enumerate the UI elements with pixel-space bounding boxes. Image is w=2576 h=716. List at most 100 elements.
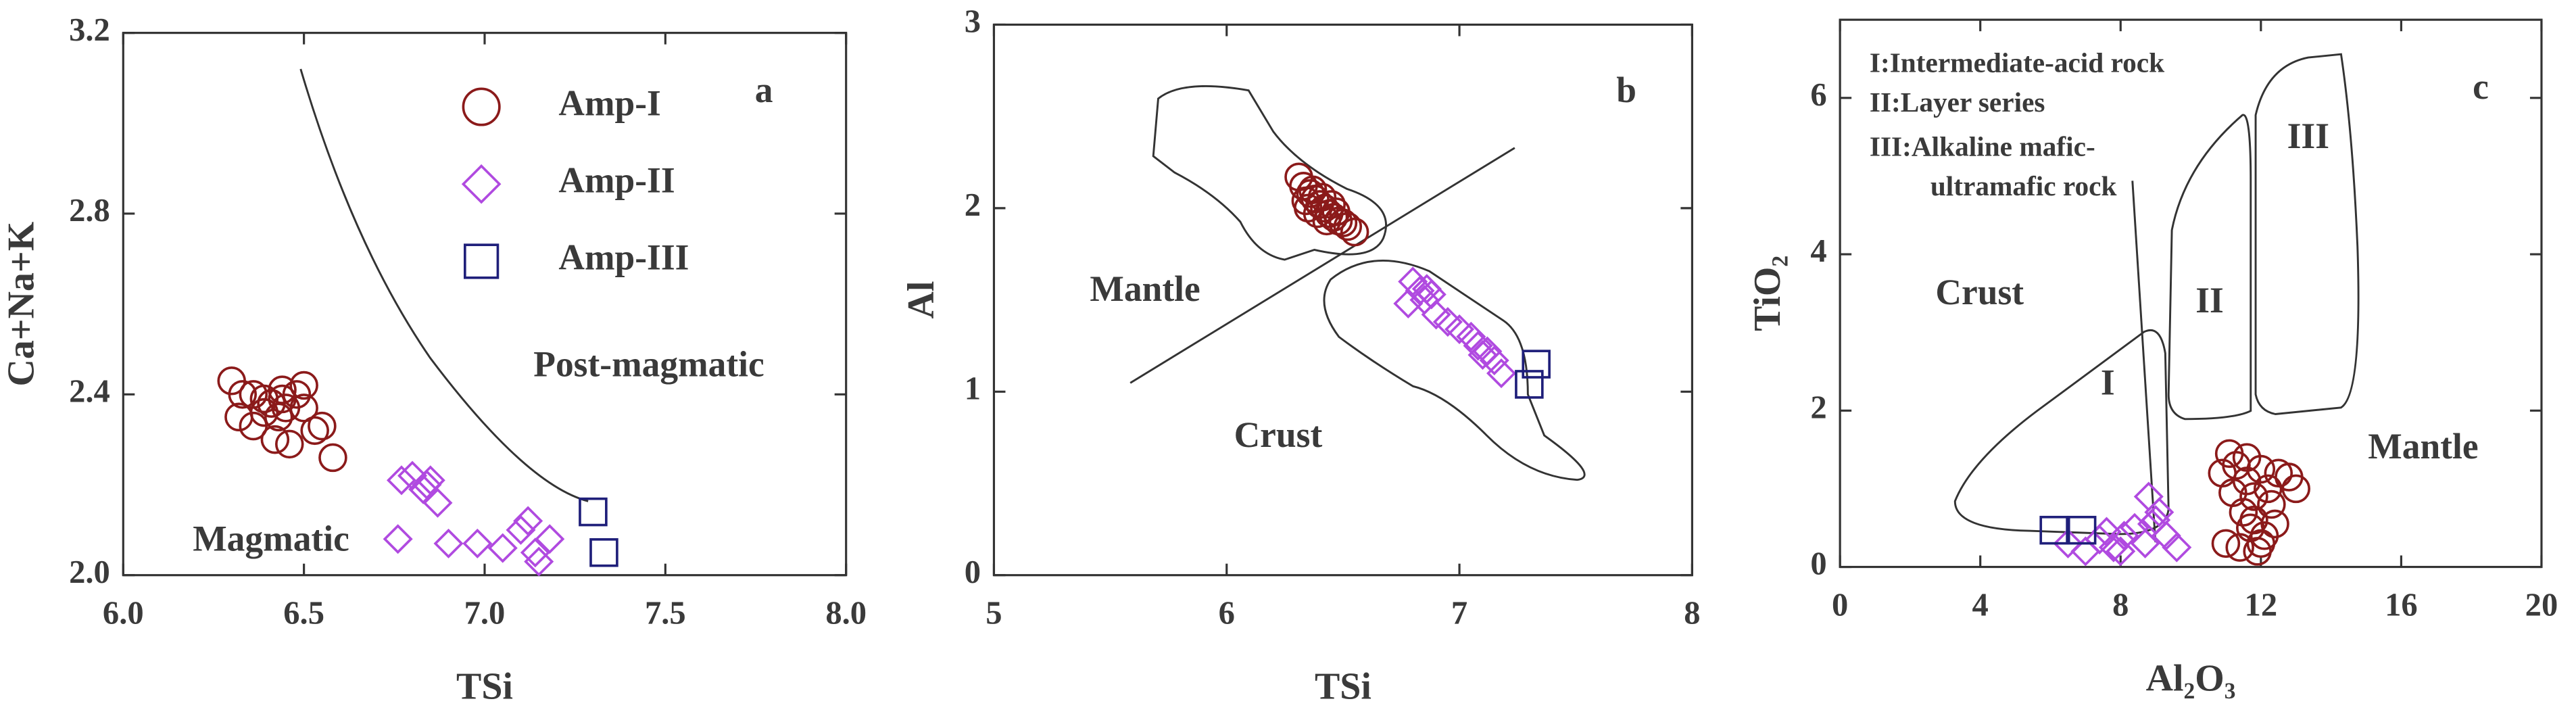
point bbox=[1312, 206, 1342, 236]
x-tick-label: 7 bbox=[1451, 595, 1467, 631]
point bbox=[513, 506, 543, 536]
x-tick-label: 8 bbox=[2112, 586, 2129, 623]
point bbox=[1398, 266, 1428, 297]
x-tick-label: 6.5 bbox=[283, 595, 324, 631]
point bbox=[2085, 525, 2115, 555]
x-tick-label: 5 bbox=[986, 595, 1002, 631]
point bbox=[535, 524, 565, 554]
legend-label: Amp-II bbox=[558, 160, 675, 200]
point bbox=[300, 416, 329, 446]
y-tick-label: 2 bbox=[965, 187, 981, 223]
point bbox=[260, 425, 290, 454]
x-tick-label: 7.0 bbox=[464, 595, 506, 631]
annotation: a bbox=[755, 70, 773, 110]
point bbox=[2130, 528, 2160, 558]
x-tick-label: 7.5 bbox=[645, 595, 686, 631]
y-tick-label: 2.0 bbox=[69, 554, 110, 590]
point bbox=[264, 402, 293, 432]
annotation: III bbox=[2287, 116, 2329, 156]
point bbox=[383, 524, 413, 554]
annotation: II:Layer series bbox=[1870, 87, 2045, 118]
x-tick-label: 16 bbox=[2385, 586, 2418, 623]
point bbox=[1479, 345, 1509, 376]
x-tick-label: 8.0 bbox=[825, 595, 867, 631]
point bbox=[228, 380, 258, 409]
y-tick-label: 6 bbox=[1810, 76, 1826, 113]
point bbox=[282, 380, 312, 409]
divider-line bbox=[2131, 181, 2157, 543]
x-axis-label: TSi bbox=[456, 666, 513, 708]
annotation: Crust bbox=[1234, 414, 1323, 455]
annotation: b bbox=[1616, 70, 1636, 110]
field-iii bbox=[2254, 53, 2360, 415]
point bbox=[1411, 274, 1442, 304]
plot-frame bbox=[122, 32, 848, 577]
point bbox=[1405, 275, 1435, 306]
y-axis-label: Al bbox=[900, 281, 942, 319]
point bbox=[239, 380, 268, 409]
point bbox=[2211, 529, 2241, 558]
point bbox=[2162, 532, 2192, 563]
point bbox=[289, 371, 318, 400]
x-tick-label: 6 bbox=[1219, 595, 1235, 631]
annotation: I bbox=[2101, 362, 2115, 402]
point bbox=[274, 429, 304, 459]
annotation: I:Intermediate-acid rock bbox=[1870, 47, 2164, 78]
point bbox=[2257, 490, 2286, 519]
annotation: Mantle bbox=[1090, 268, 1200, 309]
point bbox=[318, 443, 347, 473]
legend-marker bbox=[464, 243, 500, 279]
point bbox=[412, 469, 442, 500]
point bbox=[2053, 528, 2083, 558]
point bbox=[2109, 521, 2139, 551]
y-tick-label: 0 bbox=[1810, 546, 1826, 582]
point bbox=[506, 515, 536, 545]
point bbox=[1522, 350, 1551, 379]
point bbox=[1393, 288, 1424, 319]
x-axis-label: TSi bbox=[1315, 666, 1371, 708]
point bbox=[386, 465, 417, 496]
field-ii bbox=[2167, 114, 2252, 421]
crust-field bbox=[1323, 260, 1586, 481]
point bbox=[1515, 370, 1544, 399]
point bbox=[1472, 336, 1503, 366]
field-i bbox=[1953, 329, 2170, 535]
point bbox=[249, 398, 279, 427]
point bbox=[2260, 509, 2289, 539]
point bbox=[2141, 505, 2171, 535]
point bbox=[308, 411, 337, 441]
point bbox=[1298, 175, 1328, 205]
y-axis-label: Ca+Na+K bbox=[0, 221, 42, 386]
x-tick-label: 20 bbox=[2525, 586, 2558, 623]
y-axis-label: TiO₂ bbox=[1747, 256, 1789, 331]
y-tick-label: 3 bbox=[965, 3, 981, 40]
x-axis-label: Al₂O₃ bbox=[2146, 657, 2236, 699]
annotation: II bbox=[2195, 280, 2224, 320]
legend-marker bbox=[461, 164, 502, 204]
y-tick-label: 2.4 bbox=[69, 373, 110, 409]
point bbox=[1340, 217, 1369, 247]
x-tick-label: 6.0 bbox=[103, 595, 144, 631]
y-tick-label: 3.2 bbox=[69, 11, 110, 48]
annotation: Crust bbox=[1935, 272, 2024, 312]
boundary-curve bbox=[299, 68, 589, 502]
point bbox=[2239, 482, 2268, 511]
legend-marker bbox=[462, 87, 501, 126]
point bbox=[422, 487, 453, 518]
point bbox=[2246, 529, 2276, 558]
point bbox=[487, 533, 518, 563]
point bbox=[2133, 481, 2164, 512]
point bbox=[2091, 517, 2122, 547]
annotation: Post-magmatic bbox=[533, 344, 764, 385]
point bbox=[462, 528, 493, 558]
y-tick-label: 1 bbox=[965, 370, 981, 406]
y-tick-label: 0 bbox=[965, 554, 981, 590]
point bbox=[589, 538, 618, 567]
x-tick-label: 12 bbox=[2245, 586, 2278, 623]
plot-frame bbox=[1839, 18, 2543, 569]
point bbox=[2106, 536, 2136, 567]
y-tick-label: 2.8 bbox=[69, 192, 110, 229]
point bbox=[1317, 190, 1346, 219]
mantle-field bbox=[1152, 85, 1387, 261]
